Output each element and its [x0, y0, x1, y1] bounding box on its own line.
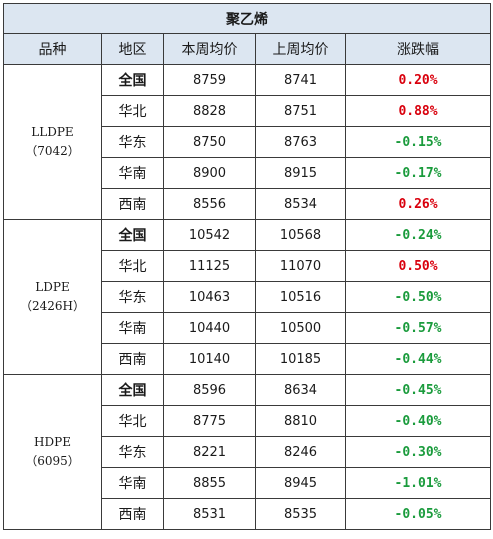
region-cell: 全国	[101, 374, 164, 406]
region-cell: 西南	[101, 498, 164, 530]
change-pct-cell: -0.40%	[344, 405, 492, 437]
change-pct-cell: -0.05%	[344, 498, 492, 530]
this-week-avg-cell: 11125	[163, 250, 256, 282]
table-row: 华南 8855 8945 -1.01%	[4, 467, 492, 499]
region-cell: 华南	[101, 312, 164, 344]
product-name: LDPE	[35, 280, 70, 294]
last-week-avg-cell: 8915	[255, 157, 346, 189]
table-row: 华东 10463 10516 -0.50%	[4, 281, 492, 313]
region-cell: 全国	[101, 64, 164, 96]
region-cell: 华东	[101, 281, 164, 313]
table-body: LLDPE （7042） 全国 8759 8741 0.20% 华北 8828 8751 0.88…	[3, 64, 492, 530]
last-week-avg-cell: 10185	[255, 343, 346, 375]
change-pct-cell: -0.50%	[344, 281, 492, 313]
column-header-change-pct: 涨跌幅	[344, 33, 492, 65]
change-pct-cell: -0.17%	[344, 157, 492, 189]
last-week-avg-cell: 8246	[255, 436, 346, 468]
table-row: 西南 8531 8535 -0.05%	[4, 498, 492, 530]
change-pct-cell: 0.20%	[344, 64, 492, 96]
last-week-avg-cell: 8763	[255, 126, 346, 158]
column-header-region: 地区	[101, 33, 164, 65]
last-week-avg-cell: 8741	[255, 64, 346, 96]
table-row: 西南 10140 10185 -0.44%	[4, 343, 492, 375]
region-cell: 全国	[101, 219, 164, 251]
table-row: 华南 10440 10500 -0.57%	[4, 312, 492, 344]
table-row: 华北 8828 8751 0.88%	[4, 95, 492, 127]
region-cell: 华北	[101, 405, 164, 437]
change-pct-cell: -0.30%	[344, 436, 492, 468]
change-pct-cell: -0.44%	[344, 343, 492, 375]
change-pct-cell: -0.15%	[344, 126, 492, 158]
change-pct-cell: 0.50%	[344, 250, 492, 282]
this-week-avg-cell: 8531	[163, 498, 256, 530]
table-row: HDPE （6095） 全国 8596 8634 -0.45%	[3, 374, 492, 530]
change-pct-cell: 0.26%	[344, 188, 492, 220]
region-cell: 西南	[101, 188, 164, 220]
product-grade: （2426H）	[19, 299, 85, 313]
title-row: 聚乙烯	[2, 3, 492, 34]
last-week-avg-cell: 10500	[255, 312, 346, 344]
polyethylene-price-table: 聚乙烯 品种 地区 本周均价 上周均价 涨跌幅 LLDPE （7042） 全国 875…	[2, 3, 492, 530]
table-title: 聚乙烯	[2, 3, 492, 34]
last-week-avg-cell: 8535	[255, 498, 346, 530]
last-week-avg-cell: 8534	[255, 188, 346, 220]
table-row: LDPE （2426H） 全国 10542 10568 -0.24%	[3, 219, 492, 375]
product-grade: （7042）	[25, 144, 80, 158]
change-pct-cell: -0.24%	[344, 219, 492, 251]
last-week-avg-cell: 8751	[255, 95, 346, 127]
region-cell: 华南	[101, 157, 164, 189]
change-pct-cell: -0.45%	[344, 374, 492, 406]
last-week-avg-cell: 8634	[255, 374, 346, 406]
table-row: 华北 11125 11070 0.50%	[4, 250, 492, 282]
this-week-avg-cell: 10463	[163, 281, 256, 313]
region-cell: 华北	[101, 250, 164, 282]
header-row: 品种 地区 本周均价 上周均价 涨跌幅	[3, 33, 492, 65]
product-cell: LLDPE （7042）	[3, 64, 102, 220]
region-cell: 华北	[101, 95, 164, 127]
this-week-avg-cell: 8596	[163, 374, 256, 406]
change-pct-cell: 0.88%	[344, 95, 492, 127]
table-row: LLDPE （7042） 全国 8759 8741 0.20%	[3, 64, 492, 220]
last-week-avg-cell: 11070	[255, 250, 346, 282]
this-week-avg-cell: 8775	[163, 405, 256, 437]
column-header-this-week-avg: 本周均价	[163, 33, 256, 65]
this-week-avg-cell: 8556	[163, 188, 256, 220]
this-week-avg-cell: 8750	[163, 126, 256, 158]
change-pct-cell: -0.57%	[344, 312, 492, 344]
this-week-avg-cell: 8855	[163, 467, 256, 499]
product-name: LLDPE	[31, 125, 74, 139]
product-cell: HDPE （6095）	[3, 374, 102, 530]
product-cell: LDPE （2426H）	[3, 219, 102, 375]
this-week-avg-cell: 8900	[163, 157, 256, 189]
column-header-last-week-avg: 上周均价	[255, 33, 346, 65]
region-cell: 华南	[101, 467, 164, 499]
change-pct-cell: -1.01%	[344, 467, 492, 499]
product-grade: （6095）	[25, 454, 80, 468]
this-week-avg-cell: 10440	[163, 312, 256, 344]
region-cell: 西南	[101, 343, 164, 375]
product-name: HDPE	[34, 435, 71, 449]
table-row: 华东 8750 8763 -0.15%	[4, 126, 492, 158]
last-week-avg-cell: 10516	[255, 281, 346, 313]
this-week-avg-cell: 8828	[163, 95, 256, 127]
this-week-avg-cell: 10140	[163, 343, 256, 375]
last-week-avg-cell: 10568	[255, 219, 346, 251]
region-cell: 华东	[101, 436, 164, 468]
this-week-avg-cell: 8221	[163, 436, 256, 468]
region-cell: 华东	[101, 126, 164, 158]
table-row: 华南 8900 8915 -0.17%	[4, 157, 492, 189]
last-week-avg-cell: 8810	[255, 405, 346, 437]
column-header-product: 品种	[3, 33, 102, 65]
this-week-avg-cell: 10542	[163, 219, 256, 251]
last-week-avg-cell: 8945	[255, 467, 346, 499]
this-week-avg-cell: 8759	[163, 64, 256, 96]
table-row: 西南 8556 8534 0.26%	[4, 188, 492, 220]
